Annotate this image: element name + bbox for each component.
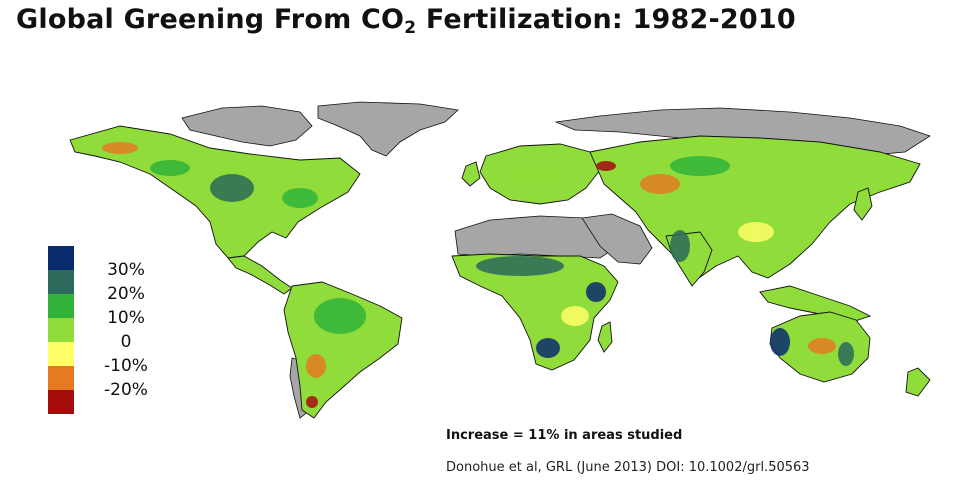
patch — [314, 298, 366, 334]
patch — [282, 188, 318, 208]
patch — [770, 328, 790, 356]
canadian-arctic — [181, 105, 313, 147]
patch — [476, 256, 564, 276]
arctic-east — [554, 107, 931, 157]
africa — [451, 253, 619, 371]
citation: Donohue et al, GRL (June 2013) DOI: 10.1… — [446, 460, 810, 475]
legend-label: 10% — [107, 308, 145, 328]
patch — [670, 156, 730, 176]
patch — [586, 282, 606, 302]
patch — [102, 142, 138, 154]
patch — [640, 174, 680, 194]
legend-label: -10% — [104, 356, 148, 376]
title-prefix: Global Greening From CO — [16, 4, 405, 35]
legend-swatch — [48, 246, 74, 270]
legend-labels: 30% 20% 10% 0 -10% -20% — [86, 258, 166, 402]
patch — [738, 222, 774, 242]
world-greening-map — [69, 101, 931, 419]
legend-swatch — [48, 390, 74, 414]
patch — [670, 230, 690, 262]
legend-swatch — [48, 318, 74, 342]
central-america — [227, 255, 293, 295]
patch — [808, 338, 836, 354]
legend-label: 0 — [120, 332, 132, 352]
legend-swatch — [48, 366, 74, 390]
title-suffix: Fertilization: 1982-2010 — [416, 4, 796, 35]
greening-patches — [102, 142, 854, 408]
patch — [306, 354, 326, 378]
madagascar — [597, 321, 613, 353]
new-zealand — [905, 367, 931, 397]
legend-swatch — [48, 342, 74, 366]
map-title: Global Greening From CO2 Fertilization: … — [16, 4, 796, 38]
increase-note: Increase = 11% in areas studied — [446, 428, 683, 443]
south-america — [283, 281, 403, 419]
legend-swatch — [48, 270, 74, 294]
patch — [306, 396, 318, 408]
patch — [150, 160, 190, 176]
japan — [853, 187, 873, 221]
british-isles — [461, 161, 481, 187]
southeast-asia-islands — [759, 285, 872, 323]
patch — [596, 161, 616, 171]
legend-label: 20% — [107, 284, 145, 304]
greenland — [317, 101, 459, 157]
patch — [838, 342, 854, 366]
legend-label: -20% — [104, 380, 148, 400]
arabia — [581, 213, 653, 265]
legend-swatch — [48, 294, 74, 318]
title-subscript: 2 — [404, 18, 417, 38]
patch — [514, 166, 558, 186]
patch — [536, 338, 560, 358]
legend-label: 30% — [107, 260, 145, 280]
patch — [561, 306, 589, 326]
legend-swatches — [48, 246, 74, 414]
patch — [210, 174, 254, 202]
